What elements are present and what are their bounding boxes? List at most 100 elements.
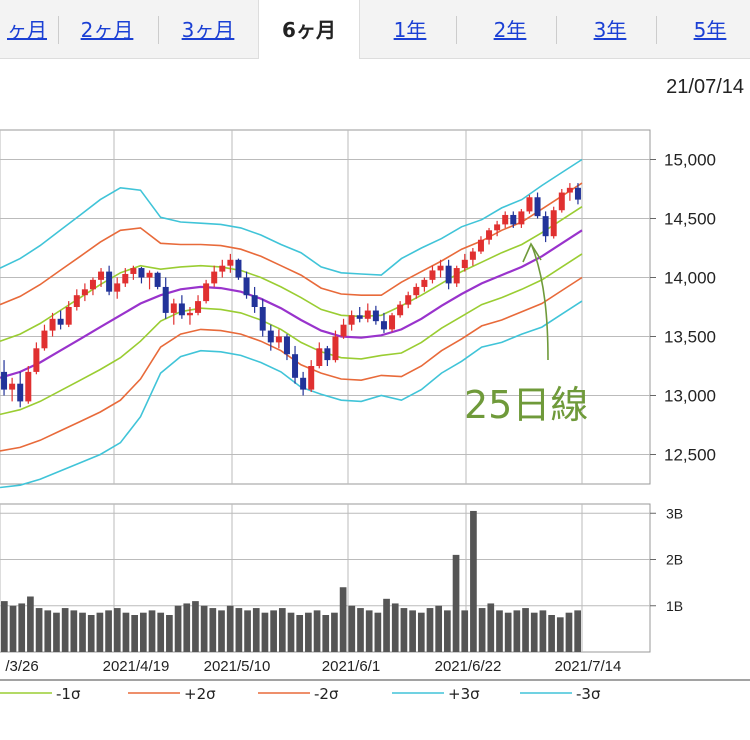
volume-bar <box>383 598 390 652</box>
price-tick-label: 13,500 <box>664 328 716 347</box>
candle-up <box>211 271 218 284</box>
volume-bar <box>166 615 173 652</box>
volume-bar <box>79 612 86 652</box>
tab-2-months[interactable]: 2ヶ月 <box>80 18 134 42</box>
candle-down <box>259 307 266 331</box>
tab-separator <box>556 16 557 44</box>
volume-bar <box>87 615 95 652</box>
minus-3-sigma-line <box>0 300 583 489</box>
volume-bar <box>287 612 295 652</box>
legend-label: +3σ <box>448 685 480 703</box>
tab-separator <box>656 16 657 44</box>
volume-bar <box>348 605 356 652</box>
candle-down <box>300 377 307 390</box>
volume-bar <box>522 608 529 652</box>
price-tick-label: 14,000 <box>664 269 716 288</box>
candle-up <box>65 307 72 325</box>
legend-label: +2σ <box>184 685 216 703</box>
candle-up <box>389 315 396 330</box>
candle-up <box>203 283 210 302</box>
plus-1-sigma-line <box>0 206 583 342</box>
candle-down <box>162 286 169 313</box>
candle-up <box>316 348 323 366</box>
volume-bar <box>200 605 208 652</box>
candle-up <box>469 251 476 260</box>
candle-up <box>130 268 137 274</box>
candle-down <box>106 271 113 292</box>
candle-up <box>340 324 347 337</box>
candle-down <box>138 268 145 278</box>
candle-down <box>574 187 581 200</box>
candle-up <box>348 315 355 325</box>
candle-up <box>486 230 493 240</box>
candle-up <box>81 289 88 296</box>
volume-tick-label: 1B <box>666 598 683 614</box>
volume-bar <box>296 615 304 652</box>
candle-up <box>33 348 40 372</box>
volume-bar <box>18 603 26 652</box>
volume-bar <box>35 608 43 652</box>
candle-down <box>292 354 299 378</box>
volume-bar <box>278 608 286 652</box>
tab-3-years[interactable]: 3年 <box>593 18 627 42</box>
candle-up <box>526 197 533 212</box>
volume-bar <box>209 608 217 652</box>
volume-bar <box>556 617 564 652</box>
volume-bar <box>357 608 364 652</box>
volume-bar <box>218 610 225 652</box>
date-tick-label: 2021/7/14 <box>555 658 622 675</box>
price-tick-label: 14,500 <box>664 210 716 229</box>
candle-down <box>178 303 185 316</box>
volume-bar <box>53 612 60 652</box>
plus-2-sigma-line <box>0 182 583 306</box>
volume-bar <box>131 615 138 652</box>
tab-2-years[interactable]: 2年 <box>493 18 527 42</box>
candle-up <box>566 187 573 193</box>
legend-label: -3σ <box>576 685 601 703</box>
tab-1-month[interactable]: ヶ月 <box>7 18 47 42</box>
volume-bar <box>452 554 460 652</box>
candle-down <box>534 197 541 217</box>
price-tick-label: 13,000 <box>664 387 716 406</box>
candle-up <box>98 271 105 280</box>
volume-bar <box>365 610 373 652</box>
volume-bar <box>183 603 191 652</box>
volume-bar <box>139 612 147 652</box>
candle-up <box>502 214 509 225</box>
candle-down <box>283 336 290 355</box>
volume-bar <box>270 610 277 652</box>
candle-down <box>1 371 8 390</box>
volume-bar <box>305 612 312 652</box>
candle-up <box>332 336 339 361</box>
volume-bar <box>409 610 416 652</box>
volume-bar <box>192 601 199 652</box>
candle-up <box>73 295 80 307</box>
candle-down <box>267 330 274 343</box>
tab-3-months[interactable]: 3ヶ月 <box>181 18 235 42</box>
price-tick-label: 15,000 <box>664 151 716 170</box>
candle-up <box>122 273 129 284</box>
candle-up <box>195 301 202 313</box>
candle-up <box>146 272 153 278</box>
candle-up <box>558 192 565 211</box>
tab-separator <box>58 16 59 44</box>
candle-up <box>41 330 48 349</box>
tab-1-year[interactable]: 1年 <box>393 18 427 42</box>
volume-bar <box>444 610 451 652</box>
tab-6-months[interactable]: 6ヶ月 <box>258 0 360 59</box>
volume-bar <box>513 610 521 652</box>
volume-bar <box>1 601 8 652</box>
price-panel-frame <box>0 129 651 485</box>
minus-1-sigma-line <box>0 253 583 416</box>
volume-bar <box>504 612 512 652</box>
candle-down <box>154 272 161 287</box>
volume-bar <box>313 610 321 652</box>
volume-bar <box>235 608 243 652</box>
candle-up <box>114 283 121 292</box>
minus-2-sigma-line <box>0 276 583 452</box>
volume-bar <box>496 610 503 652</box>
volume-bar <box>539 610 547 652</box>
candle-up <box>421 279 428 287</box>
candle-up <box>518 211 525 225</box>
tab-5-years[interactable]: 5年 <box>693 18 727 42</box>
